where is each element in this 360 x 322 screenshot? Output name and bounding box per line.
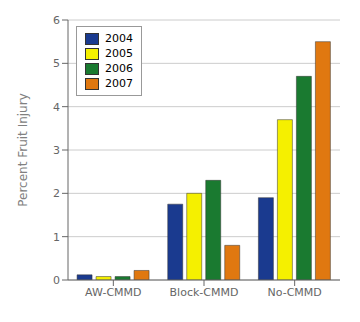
svg-text:2: 2 xyxy=(53,187,60,200)
html-text:2007: 2007 xyxy=(105,77,133,90)
html-text:2005: 2005 xyxy=(105,47,133,60)
svg-text:Percent Fruit Injury: Percent Fruit Injury xyxy=(16,93,30,207)
html-text:2006: 2006 xyxy=(105,62,133,75)
svg-text:3: 3 xyxy=(53,144,60,157)
svg-text:No-CMMD: No-CMMD xyxy=(268,286,322,299)
svg-text:Block-CMMD: Block-CMMD xyxy=(170,286,239,299)
svg-text:4: 4 xyxy=(53,101,60,114)
svg-text:AW-CMMD: AW-CMMD xyxy=(85,286,141,299)
html-text:2004: 2004 xyxy=(105,32,133,45)
svg-text:1: 1 xyxy=(53,231,60,244)
svg-text:5: 5 xyxy=(53,57,60,70)
svg-text:6: 6 xyxy=(53,14,60,27)
svg-text:0: 0 xyxy=(53,274,60,287)
